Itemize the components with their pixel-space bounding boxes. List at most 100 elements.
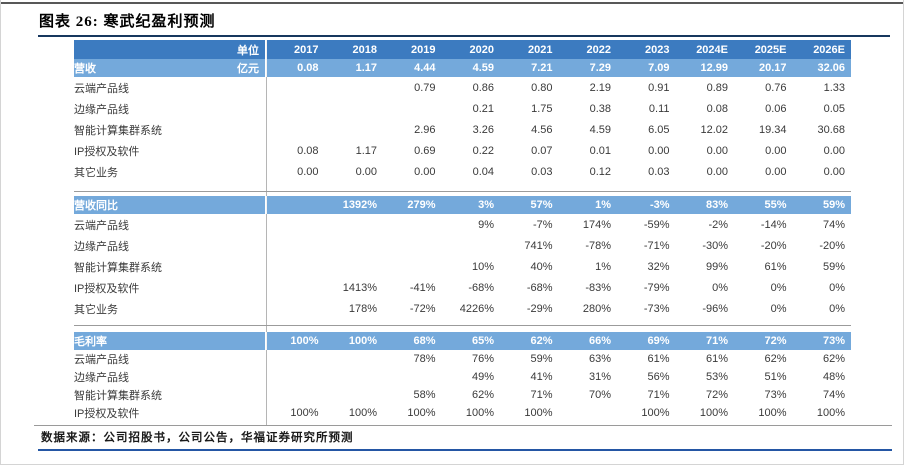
section-unit (204, 332, 267, 350)
cell-value: 178% (348, 302, 377, 315)
section-header-value: 72% (764, 335, 787, 347)
cell-value: 0.21 (472, 102, 494, 115)
cell-value (266, 235, 325, 256)
cell-value: 59% (530, 353, 553, 365)
cell-value: -73% (643, 302, 670, 315)
section-header-value: 100% (290, 335, 319, 347)
cell-value: 41% (530, 371, 553, 383)
cell-value: 0.00 (706, 165, 728, 178)
row-label: 其它业务 (74, 166, 118, 179)
cell-value: 9% (478, 218, 494, 231)
cell-value: 4.59 (589, 123, 611, 136)
cell-value (325, 235, 384, 256)
row-label: 智能计算集群系统 (74, 261, 162, 274)
cell-value: 0.03 (531, 165, 553, 178)
footer-top-rule (34, 425, 892, 426)
table-row: IP授权及软件 0.08 1.17 0.69 0.22 0.07 0.01 0.00 0.00 0… (74, 140, 851, 161)
table-row: 云端产品线 0.79 0.86 0.80 2.19 0.91 0.89 0.76 1.33 (74, 77, 851, 98)
cell-value (383, 256, 442, 277)
cell-value: 1.17 (355, 144, 377, 157)
cell-value: 280% (582, 302, 611, 315)
cell-value: -20% (760, 239, 787, 252)
cell-value (442, 235, 501, 256)
cell-value (383, 235, 442, 256)
cell-value: 56% (647, 371, 670, 383)
cell-value: 100% (465, 407, 494, 419)
section-label: 营收 (74, 63, 96, 75)
cell-value: 741% (524, 239, 553, 252)
cell-value (325, 386, 384, 404)
row-label: 其它业务 (74, 303, 118, 316)
year-header-cell: 2020 (469, 43, 494, 56)
cell-value: 99% (705, 260, 728, 273)
cell-value: -83% (585, 281, 611, 294)
cell-value: 0.00 (297, 165, 319, 178)
table-row: 云端产品线 9% -7% 174% -59% -2% -14% 74% (74, 214, 851, 235)
section-header-value: 1392% (342, 199, 377, 211)
cell-value (266, 256, 325, 277)
section-unit (204, 196, 267, 214)
year-header-cell: 2026E (813, 43, 845, 56)
row-unit-cell (204, 277, 266, 298)
section-header-value: 0.08 (297, 62, 319, 74)
cell-value (325, 77, 384, 98)
table-row: 边缘产品线 741% -78% -71% -30% -20% -20% (74, 235, 851, 256)
row-unit-cell (204, 404, 266, 422)
cell-value: 0% (770, 281, 787, 294)
section-header-value: 20.17 (758, 62, 787, 74)
cell-value: 62% (471, 389, 494, 401)
cell-value: 0.00 (823, 165, 845, 178)
row-unit-cell (204, 386, 266, 404)
cell-value (325, 368, 384, 386)
cell-value: 0.11 (648, 102, 670, 115)
cell-value: 0.05 (823, 102, 845, 115)
section-header-value: 7.09 (648, 62, 670, 74)
cell-value: 32% (647, 260, 670, 273)
figure-title: 图表 26: 寒武纪盈利预测 (39, 14, 216, 30)
cell-value: 100% (699, 407, 728, 419)
cell-value: -72% (409, 302, 436, 315)
revenue-yoy-section-table: 营收同比 1392% 279% 3% 57% 1% -3% 83% 55% 59% 云端产品线 9% -… (74, 196, 851, 319)
cell-value: 0.06 (765, 102, 787, 115)
cell-value: 100% (348, 407, 377, 419)
section-header-value: 4.44 (414, 62, 436, 74)
table-row: 边缘产品线 49% 41% 31% 56% 53% 51% 48% (74, 368, 851, 386)
unit-header-cell: 单位 (204, 40, 267, 59)
cell-value (266, 277, 325, 298)
cell-value: 0% (712, 281, 728, 294)
cell-value: 0.12 (589, 165, 611, 178)
cell-value (383, 98, 442, 119)
row-label: 智能计算集群系统 (74, 124, 162, 137)
table-row: 其它业务 0.00 0.00 0.00 0.04 0.03 0.12 0.03 0.00 0.00… (74, 161, 851, 182)
cell-value: 0.86 (472, 81, 494, 94)
section-label: 毛利率 (74, 336, 107, 348)
cell-value: 70% (588, 389, 611, 401)
cell-value: 6.05 (648, 123, 670, 136)
row-label: 边缘产品线 (74, 240, 129, 253)
cell-value: 72% (705, 389, 728, 401)
cell-value: 40% (530, 260, 553, 273)
table-row: 云端产品线 78% 76% 59% 63% 61% 61% 62% 62% (74, 350, 851, 368)
row-unit-cell (204, 161, 266, 182)
cell-value (325, 214, 384, 235)
forecast-table: 单位 2017 2018 2019 2020 2021 2022 2023 2024E 2025E… (74, 40, 851, 422)
cell-value: 0.00 (706, 144, 728, 157)
cell-value: 0.00 (765, 165, 787, 178)
cell-value: 58% (413, 389, 436, 401)
row-unit-cell (204, 235, 266, 256)
cell-value: -41% (409, 281, 436, 294)
row-unit-cell (204, 119, 266, 140)
cell-value: -71% (643, 239, 670, 252)
year-header-row: 单位 2017 2018 2019 2020 2021 2022 2023 2024E 2025E… (74, 40, 851, 59)
cell-value: -14% (760, 218, 787, 231)
cell-value (325, 350, 384, 368)
section-header-value: 66% (588, 335, 611, 347)
cell-value: 10% (471, 260, 494, 273)
section-header-value: 100% (348, 335, 377, 347)
cell-value: 0.08 (297, 144, 319, 157)
cell-value: 0.80 (531, 81, 553, 94)
row-unit-cell (204, 350, 266, 368)
cell-value: 63% (588, 353, 611, 365)
cell-value: 0.00 (823, 144, 845, 157)
